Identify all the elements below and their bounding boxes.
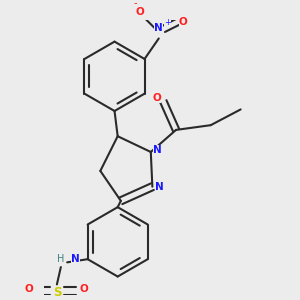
Text: N: N xyxy=(153,145,161,154)
Text: O: O xyxy=(179,17,188,27)
Text: O: O xyxy=(24,284,33,294)
Text: O: O xyxy=(153,93,161,103)
Text: O: O xyxy=(79,284,88,294)
Text: -: - xyxy=(134,0,137,8)
Text: N: N xyxy=(71,254,80,264)
Text: +: + xyxy=(164,18,171,27)
Text: O: O xyxy=(136,8,144,17)
Text: S: S xyxy=(53,286,61,299)
Text: H: H xyxy=(57,254,65,264)
Text: N: N xyxy=(154,23,163,33)
Text: N: N xyxy=(155,182,164,193)
